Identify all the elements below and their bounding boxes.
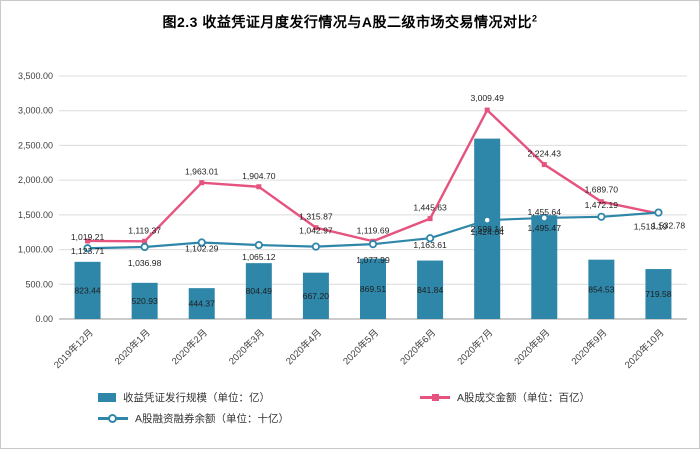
line-circle-swatch-icon	[98, 414, 128, 423]
svg-text:1,065.12: 1,065.12	[242, 252, 276, 262]
svg-text:1,315.87: 1,315.87	[299, 212, 333, 222]
circle-marker-icon	[108, 414, 117, 423]
svg-text:1,123.71: 1,123.71	[71, 246, 105, 256]
svg-text:1,424.04: 1,424.04	[470, 227, 504, 237]
svg-text:719.58: 719.58	[645, 289, 672, 299]
svg-text:1,689.70: 1,689.70	[585, 185, 619, 195]
svg-text:2019年12月: 2019年12月	[51, 327, 95, 371]
svg-text:2,598.14: 2,598.14	[470, 224, 504, 234]
svg-text:1,042.97: 1,042.97	[299, 226, 333, 236]
svg-text:0.00: 0.00	[35, 314, 53, 324]
svg-text:1,000.00: 1,000.00	[18, 245, 53, 255]
svg-text:2020年6月: 2020年6月	[398, 327, 439, 368]
svg-text:1,119.69: 1,119.69	[357, 225, 390, 235]
legend-item-turnover: A股成交金额（单位：百亿）	[420, 390, 590, 405]
svg-text:854.53: 854.53	[588, 284, 615, 294]
line-square-swatch-icon	[420, 394, 450, 401]
svg-text:3,009.49: 3,009.49	[470, 93, 504, 103]
legend-label-margin: A股融资融券余额（单位：十亿）	[135, 413, 290, 425]
svg-text:823.44: 823.44	[74, 285, 101, 295]
svg-text:841.84: 841.84	[417, 285, 444, 295]
svg-text:1,904.70: 1,904.70	[242, 171, 276, 181]
svg-text:869.51: 869.51	[360, 284, 387, 294]
svg-text:2020年7月: 2020年7月	[455, 327, 496, 368]
svg-text:667.20: 667.20	[303, 291, 330, 301]
svg-text:2,500.00: 2,500.00	[18, 140, 53, 150]
svg-text:2,000.00: 2,000.00	[18, 175, 53, 185]
svg-text:2020年2月: 2020年2月	[169, 327, 210, 368]
chart-legend: 收益凭证发行规模（单位：亿） A股成交金额（单位：百亿） A股融资融券余额（单位…	[98, 390, 590, 426]
legend-label-issuance: 收益凭证发行规模（单位：亿）	[123, 392, 270, 404]
svg-text:1,036.98: 1,036.98	[128, 258, 162, 268]
svg-text:1,500.00: 1,500.00	[18, 210, 53, 220]
svg-text:1,445.63: 1,445.63	[413, 203, 447, 213]
footnote-superscript: 2	[531, 13, 538, 24]
svg-text:1,102.29: 1,102.29	[185, 243, 219, 253]
svg-text:1,518.19: 1,518.19	[634, 222, 668, 232]
svg-text:3,000.00: 3,000.00	[18, 106, 53, 116]
svg-text:500.00: 500.00	[25, 279, 53, 289]
svg-text:1,455.64: 1,455.64	[528, 207, 562, 217]
svg-text:2020年9月: 2020年9月	[569, 327, 610, 368]
svg-text:2020年4月: 2020年4月	[283, 327, 324, 368]
svg-text:2,224.43: 2,224.43	[528, 149, 562, 159]
chart-title-text: 图2.3 收益凭证月度发行情况与A股二级市场交易情况对比	[162, 14, 532, 30]
svg-text:1,077.99: 1,077.99	[356, 255, 390, 265]
svg-text:1,163.61: 1,163.61	[413, 240, 447, 250]
legend-item-issuance: 收益凭证发行规模（单位：亿）	[98, 390, 420, 405]
square-marker-icon	[432, 394, 439, 401]
svg-text:2020年5月: 2020年5月	[341, 327, 382, 368]
legend-label-turnover: A股成交金额（单位：百亿）	[457, 392, 591, 404]
svg-text:520.93: 520.93	[131, 296, 158, 306]
svg-text:444.37: 444.37	[189, 299, 216, 309]
svg-text:1,472.19: 1,472.19	[585, 200, 619, 210]
svg-text:1,963.01: 1,963.01	[185, 167, 219, 177]
svg-text:804.49: 804.49	[246, 286, 273, 296]
chart-title: 图2.3 收益凭证月度发行情况与A股二级市场交易情况对比2	[1, 12, 699, 32]
svg-text:1,495.47: 1,495.47	[528, 223, 562, 233]
svg-text:2020年8月: 2020年8月	[512, 327, 553, 368]
svg-text:2020年10月: 2020年10月	[622, 327, 666, 371]
bar-swatch-icon	[98, 393, 116, 402]
svg-text:1,119.37: 1,119.37	[128, 225, 161, 235]
svg-text:2020年1月: 2020年1月	[112, 327, 153, 368]
legend-item-margin: A股融资融券余额（单位：十亿）	[98, 411, 420, 426]
combo-chart: 0.00 500.00 1,000.00 1,500.00 2,000.00 2,500.…	[18, 71, 687, 371]
svg-text:3,500.00: 3,500.00	[18, 71, 53, 81]
svg-text:1,532.78: 1,532.78	[652, 221, 686, 231]
svg-text:2020年3月: 2020年3月	[226, 327, 267, 368]
svg-text:1,019.21: 1,019.21	[71, 232, 105, 242]
